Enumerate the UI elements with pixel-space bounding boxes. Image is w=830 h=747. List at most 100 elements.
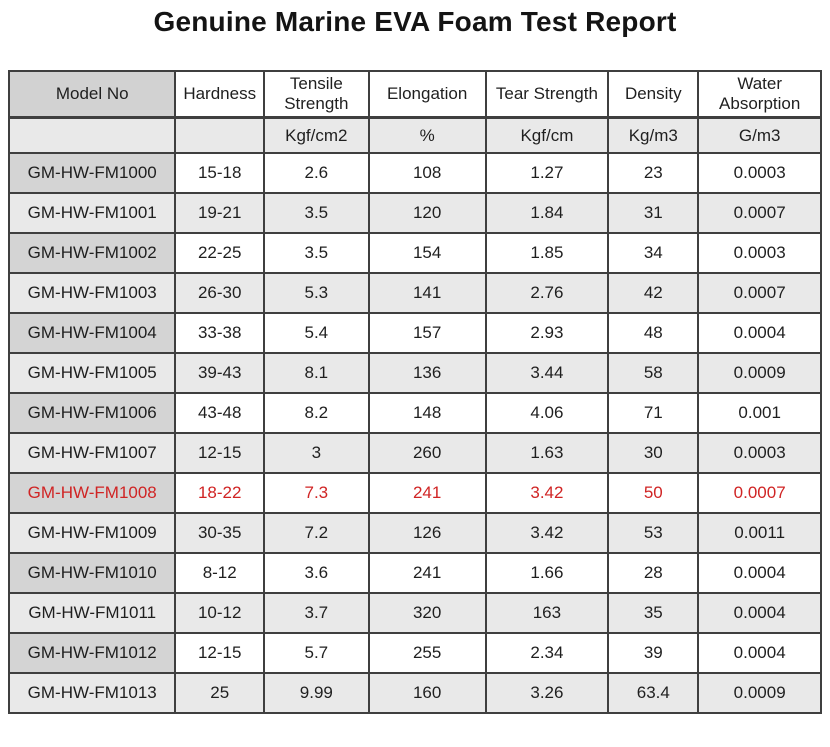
value-cell: 63.4	[607, 672, 700, 714]
model-no-cell: GM-HW-FM1010	[7, 552, 177, 594]
unit-cell-elongation: %	[367, 116, 487, 154]
value-cell: 26-30	[174, 272, 265, 314]
model-no-cell: GM-HW-FM1006	[7, 392, 177, 434]
value-cell: 241	[367, 472, 487, 514]
value-cell: 2.34	[484, 632, 610, 674]
table-row: GM-HW-FM1013 25 9.99 160 3.26 63.4 0.0009	[7, 672, 822, 714]
value-cell: 163	[484, 592, 610, 634]
value-cell: 108	[367, 152, 487, 194]
value-cell: 9.99	[262, 672, 370, 714]
value-cell: 31	[607, 192, 700, 234]
column-header-hardness: Hardness	[174, 70, 265, 119]
value-cell: 0.0003	[697, 232, 822, 274]
unit-cell-model-no	[7, 116, 177, 154]
units-row: Kgf/cm2 % Kgf/cm Kg/m3 G/m3	[7, 116, 822, 154]
value-cell: 1.66	[484, 552, 610, 594]
column-header-density: Density	[607, 70, 700, 119]
table-row: GM-HW-FM1010 8-12 3.6 241 1.66 28 0.0004	[7, 552, 822, 594]
value-cell: 0.0003	[697, 152, 822, 194]
value-cell: 5.4	[262, 312, 370, 354]
value-cell: 141	[367, 272, 487, 314]
value-cell: 320	[367, 592, 487, 634]
value-cell: 23	[607, 152, 700, 194]
model-no-cell: GM-HW-FM1007	[7, 432, 177, 474]
table-body: GM-HW-FM1000 15-18 2.6 108 1.27 23 0.0003 GM-HW…	[7, 152, 822, 714]
table-row: GM-HW-FM1003 26-30 5.3 141 2.76 42 0.0007	[7, 272, 822, 314]
value-cell: 0.0009	[697, 672, 822, 714]
unit-cell-density: Kg/m3	[607, 116, 700, 154]
value-cell: 126	[367, 512, 487, 554]
value-cell: 157	[367, 312, 487, 354]
value-cell: 48	[607, 312, 700, 354]
value-cell: 148	[367, 392, 487, 434]
value-cell: 2.6	[262, 152, 370, 194]
page-title: Genuine Marine EVA Foam Test Report	[153, 6, 677, 37]
value-cell: 35	[607, 592, 700, 634]
value-cell: 8-12	[174, 552, 265, 594]
value-cell: 2.76	[484, 272, 610, 314]
test-report-table: Model No Hardness Tensile Strength Elong…	[7, 70, 822, 714]
value-cell: 12-15	[174, 632, 265, 674]
value-cell: 1.63	[484, 432, 610, 474]
value-cell: 2.93	[484, 312, 610, 354]
value-cell: 7.3	[262, 472, 370, 514]
table-row: GM-HW-FM1000 15-18 2.6 108 1.27 23 0.0003	[7, 152, 822, 194]
table-row: GM-HW-FM1012 12-15 5.7 255 2.34 39 0.0004	[7, 632, 822, 674]
value-cell: 42	[607, 272, 700, 314]
value-cell: 3.42	[484, 472, 610, 514]
value-cell: 43-48	[174, 392, 265, 434]
table-row: GM-HW-FM1011 10-12 3.7 320 163 35 0.0004	[7, 592, 822, 634]
value-cell: 8.2	[262, 392, 370, 434]
value-cell: 3.6	[262, 552, 370, 594]
value-cell: 3	[262, 432, 370, 474]
model-no-cell: GM-HW-FM1012	[7, 632, 177, 674]
table-row: GM-HW-FM1005 39-43 8.1 136 3.44 58 0.0009	[7, 352, 822, 394]
value-cell: 34	[607, 232, 700, 274]
unit-cell-tensile-strength: Kgf/cm2	[262, 116, 370, 154]
value-cell: 0.0004	[697, 592, 822, 634]
value-cell: 39	[607, 632, 700, 674]
value-cell: 0.0007	[697, 192, 822, 234]
value-cell: 30-35	[174, 512, 265, 554]
column-header-water-absorption: Water Absorption	[697, 70, 822, 119]
value-cell: 3.26	[484, 672, 610, 714]
value-cell: 28	[607, 552, 700, 594]
value-cell: 22-25	[174, 232, 265, 274]
model-no-cell: GM-HW-FM1002	[7, 232, 177, 274]
column-header-model-no: Model No	[7, 70, 177, 119]
value-cell: 0.0009	[697, 352, 822, 394]
table-row: GM-HW-FM1007 12-15 3 260 1.63 30 0.0003	[7, 432, 822, 474]
value-cell: 0.0004	[697, 312, 822, 354]
value-cell: 3.42	[484, 512, 610, 554]
model-no-cell: GM-HW-FM1013	[7, 672, 177, 714]
value-cell: 12-15	[174, 432, 265, 474]
value-cell: 5.7	[262, 632, 370, 674]
value-cell: 4.06	[484, 392, 610, 434]
table-row: GM-HW-FM1009 30-35 7.2 126 3.42 53 0.0011	[7, 512, 822, 554]
value-cell: 260	[367, 432, 487, 474]
model-no-cell: GM-HW-FM1005	[7, 352, 177, 394]
value-cell: 255	[367, 632, 487, 674]
value-cell: 33-38	[174, 312, 265, 354]
table-row: GM-HW-FM1008 18-22 7.3 241 3.42 50 0.0007	[7, 472, 822, 514]
value-cell: 1.27	[484, 152, 610, 194]
value-cell: 3.44	[484, 352, 610, 394]
value-cell: 25	[174, 672, 265, 714]
value-cell: 39-43	[174, 352, 265, 394]
value-cell: 3.7	[262, 592, 370, 634]
value-cell: 18-22	[174, 472, 265, 514]
model-no-cell: GM-HW-FM1003	[7, 272, 177, 314]
table-row: GM-HW-FM1001 19-21 3.5 120 1.84 31 0.0007	[7, 192, 822, 234]
value-cell: 30	[607, 432, 700, 474]
value-cell: 136	[367, 352, 487, 394]
unit-cell-water-absorption: G/m3	[697, 116, 822, 154]
value-cell: 10-12	[174, 592, 265, 634]
model-no-cell: GM-HW-FM1004	[7, 312, 177, 354]
model-no-cell: GM-HW-FM1011	[7, 592, 177, 634]
value-cell: 154	[367, 232, 487, 274]
value-cell: 3.5	[262, 192, 370, 234]
value-cell: 19-21	[174, 192, 265, 234]
value-cell: 0.0004	[697, 632, 822, 674]
value-cell: 0.0003	[697, 432, 822, 474]
value-cell: 53	[607, 512, 700, 554]
